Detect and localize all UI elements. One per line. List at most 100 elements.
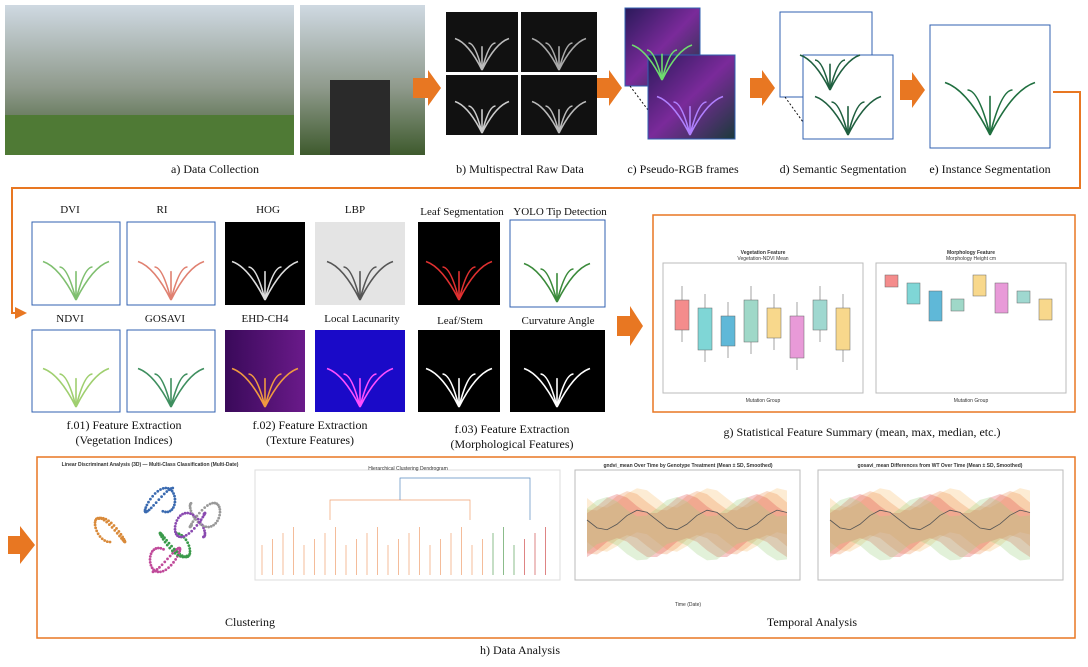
plant-leaf	[556, 268, 574, 303]
plot-subtitle: Morphology Height cm	[945, 256, 997, 262]
point	[188, 549, 192, 553]
point	[100, 537, 104, 541]
box	[906, 282, 921, 305]
caption: (Vegetation Indices)	[75, 433, 173, 447]
arrow	[750, 70, 775, 106]
point	[172, 560, 175, 564]
plant-leaf	[75, 367, 110, 408]
point	[202, 512, 206, 516]
plant-leaf	[523, 367, 558, 408]
point	[173, 527, 177, 531]
plant-leaf	[531, 37, 560, 71]
plant-leaf	[75, 266, 93, 301]
plant-leaf	[468, 42, 483, 71]
point	[203, 506, 207, 510]
point	[172, 492, 175, 495]
plant-leaf	[814, 95, 849, 136]
plant-leaf	[59, 266, 77, 301]
plant-leaf	[248, 373, 266, 408]
box	[812, 299, 828, 331]
caption: (Texture Features)	[265, 433, 355, 447]
point	[161, 509, 165, 513]
point	[150, 550, 154, 553]
point	[166, 486, 170, 490]
panel-label: Curvature Angle	[521, 315, 595, 327]
arrow	[597, 70, 622, 106]
point	[164, 510, 167, 514]
sd-band	[587, 491, 787, 555]
point	[167, 541, 171, 545]
point	[96, 532, 100, 536]
plant-leaf	[540, 268, 558, 303]
point	[165, 543, 169, 547]
point	[185, 554, 189, 558]
branch	[399, 477, 531, 520]
plant-leaf	[154, 266, 172, 301]
caption: f.02) Feature Extraction	[252, 418, 368, 432]
plant-leaf	[661, 49, 678, 81]
plant-leaf	[673, 101, 691, 136]
plant-leaf	[425, 260, 460, 301]
point	[164, 568, 168, 572]
point	[170, 544, 173, 548]
point	[108, 540, 112, 544]
point	[183, 511, 187, 515]
plot-title: Morphology Feature	[946, 250, 996, 256]
point	[200, 508, 204, 512]
plant-leaf	[231, 260, 266, 301]
point	[153, 492, 157, 495]
caption: h) Data Analysis	[480, 643, 560, 657]
plant-leaf	[646, 49, 663, 81]
plant-leaf	[558, 37, 587, 71]
connector	[11, 91, 1081, 319]
point	[203, 533, 207, 537]
panel-label: Local Lacunarity	[324, 313, 400, 325]
plant-leaf	[967, 89, 991, 136]
point	[188, 547, 192, 550]
point	[203, 531, 207, 535]
point	[166, 510, 170, 514]
point	[207, 525, 211, 529]
plant-leaf	[75, 373, 93, 408]
point	[121, 535, 124, 539]
point	[177, 532, 181, 536]
plant-leaf	[154, 373, 172, 408]
point	[208, 502, 212, 506]
point	[181, 555, 185, 559]
point	[195, 514, 199, 518]
point	[162, 547, 165, 551]
plant-leaf	[545, 42, 560, 71]
plant-leaf	[468, 105, 483, 134]
plant-leaf	[545, 105, 560, 134]
point	[171, 506, 175, 509]
point	[122, 537, 126, 541]
plot-title: Hierarchical Clustering Dendrogram	[368, 466, 448, 472]
point	[160, 563, 164, 567]
point	[218, 507, 222, 511]
point	[174, 557, 178, 561]
point	[175, 550, 179, 554]
panel-label: Leaf/Stem	[437, 315, 483, 327]
box	[1038, 298, 1053, 321]
point	[159, 546, 163, 550]
plot-title: Linear Discriminant Analysis (3D) — Mult…	[61, 462, 239, 468]
point	[213, 501, 217, 505]
point	[117, 530, 121, 533]
mean-line	[829, 509, 1031, 531]
point	[160, 495, 163, 499]
sd-band	[830, 494, 1030, 558]
plant-leaf	[264, 367, 299, 408]
point	[209, 525, 213, 528]
plant-leaf	[75, 260, 110, 301]
plant-leaf	[359, 373, 377, 408]
point	[206, 504, 209, 507]
point	[176, 553, 180, 557]
point	[97, 517, 101, 520]
plant-leaf	[558, 42, 573, 71]
dendrogram	[254, 469, 561, 581]
plant-leaf	[442, 266, 460, 301]
point	[107, 523, 111, 526]
point	[167, 566, 170, 570]
panel-label: RI	[156, 204, 168, 216]
point	[204, 525, 208, 529]
